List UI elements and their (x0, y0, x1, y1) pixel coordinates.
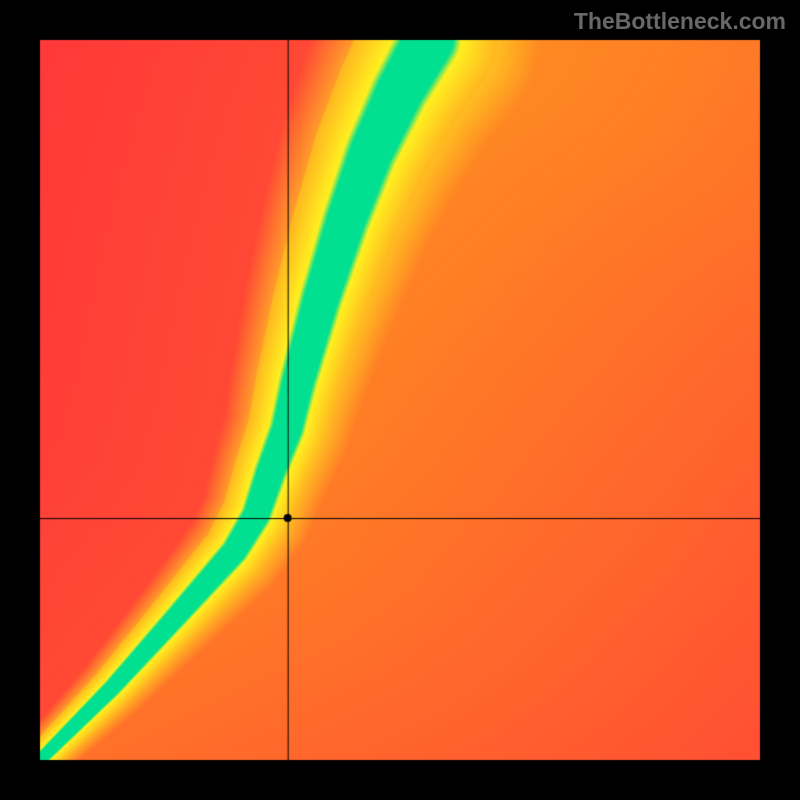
heatmap-canvas (0, 0, 800, 800)
chart-container: TheBottleneck.com (0, 0, 800, 800)
watermark-text: TheBottleneck.com (574, 8, 786, 35)
